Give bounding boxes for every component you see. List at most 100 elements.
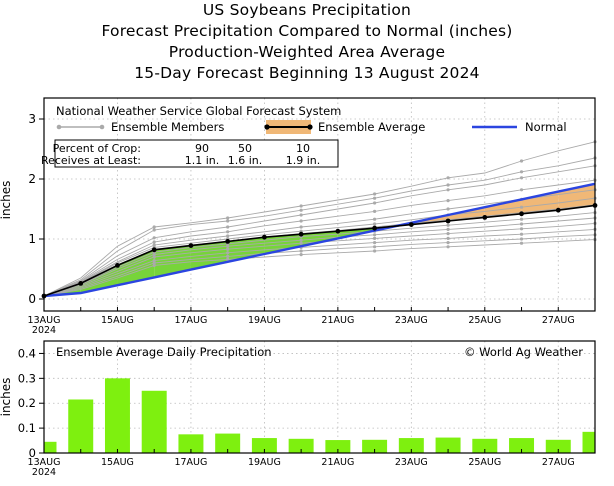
- ensemble-member-point: [226, 219, 230, 223]
- chart-title: US Soybeans Precipitation: [202, 1, 412, 19]
- crop-percentile-table: Percent of Crop: 90 50 10 Receives at Le…: [41, 139, 339, 168]
- crop-table-row2-value: 1.9 in.: [286, 154, 321, 167]
- difference-fill-segment: [521, 191, 559, 214]
- ensemble-member-point: [446, 232, 450, 236]
- ensemble-member-point: [152, 261, 156, 265]
- ensemble-member-point: [299, 249, 303, 253]
- crop-table-row1-value: 10: [296, 142, 310, 155]
- lower-y-tick-label: 0.1: [18, 421, 36, 435]
- lower-axes: 0 0.1 0.2 0.3 0.4 13AUG 15AUG 17AUG 19AUG 21AUG 23…: [18, 346, 596, 478]
- ensemble-average-point: [78, 281, 84, 286]
- ensemble-member-point: [446, 183, 450, 187]
- daily-precip-bar: [325, 440, 351, 453]
- lower-y-tick-label: 0.3: [18, 371, 36, 385]
- lower-x-tick-label: 23AUG: [395, 457, 428, 468]
- lower-x-year-label: 2024: [32, 467, 56, 478]
- ensemble-average-point: [298, 231, 304, 237]
- legend-members-marker: [56, 124, 62, 130]
- ensemble-member-line: [43, 189, 596, 297]
- daily-precip-bar: [141, 390, 167, 453]
- upper-y-tick-label: 3: [28, 112, 36, 126]
- daily-precip-bar: [509, 438, 535, 453]
- ensemble-member-line: [43, 228, 596, 297]
- ensemble-member-line: [43, 197, 596, 297]
- ensemble-member-point: [226, 244, 230, 248]
- ensemble-average-point: [188, 243, 194, 249]
- ensemble-member-line: [43, 217, 596, 297]
- lower-plot-frame: [43, 340, 596, 454]
- crop-table-row2-value: 1.1 in.: [185, 154, 220, 167]
- ensemble-member-point: [299, 208, 303, 212]
- ensemble-member-point: [152, 255, 156, 259]
- ensemble-member-point: [226, 216, 230, 220]
- lower-y-tick-label: 0.4: [18, 346, 36, 360]
- ensemble-member-point: [373, 196, 377, 200]
- daily-precip-bar: [398, 438, 424, 453]
- upper-x-tick-label: 19AUG: [248, 315, 281, 326]
- daily-precip-panel: 0 0.1 0.2 0.3 0.4 13AUG 15AUG 17AUG 19AUG 21AUG 23…: [0, 340, 596, 478]
- ensemble-member-point: [299, 241, 303, 245]
- daily-precip-bar: [251, 438, 277, 453]
- lower-x-tick-label: 25AUG: [468, 457, 501, 468]
- ensemble-member-point: [373, 249, 377, 253]
- ensemble-member-point: [299, 219, 303, 223]
- ensemble-member-point: [519, 227, 524, 231]
- crop-table-row2-label: Receives at Least:: [41, 154, 141, 167]
- ensemble-member-point: [226, 254, 230, 258]
- upper-y-tick-label: 2: [28, 172, 36, 186]
- crop-table-row1-value: 50: [238, 142, 252, 155]
- ensemble-average-point: [262, 234, 267, 240]
- ensemble-member-line: [43, 157, 596, 297]
- ensemble-member-point: [519, 170, 524, 174]
- ensemble-member-point: [226, 230, 230, 234]
- normal-line-group: [43, 182, 596, 298]
- ensemble-member-point: [226, 247, 230, 251]
- upper-x-tick-label: 27AUG: [542, 315, 575, 326]
- chart-subtitle-period: 15-Day Forecast Beginning 13 August 2024: [134, 64, 480, 82]
- chart-subtitle: Forecast Precipitation Compared to Norma…: [101, 22, 513, 40]
- daily-precip-bar: [582, 431, 595, 453]
- ensemble-member-point: [373, 222, 377, 226]
- ensemble-member-point: [373, 245, 377, 249]
- ensemble-member-point: [519, 205, 524, 209]
- upper-x-tick-label: 21AUG: [321, 315, 354, 326]
- ensemble-member-point: [446, 223, 450, 227]
- legend-normal-label: Normal: [525, 120, 567, 134]
- upper-y-tick-label: 1: [28, 232, 36, 246]
- ensemble-member-line: [43, 179, 596, 297]
- ensemble-member-point: [152, 225, 156, 229]
- ensemble-member-point: [446, 245, 450, 249]
- ensemble-member-point: [299, 253, 303, 257]
- ensemble-average-point: [519, 211, 524, 217]
- ensemble-member-point: [226, 251, 230, 255]
- ensemble-member-point: [446, 199, 450, 203]
- ensemble-average-point: [555, 207, 561, 213]
- ensemble-member-point: [519, 232, 524, 236]
- ensemble-average-point: [445, 218, 451, 224]
- legend: Ensemble Members Ensemble Average Normal: [56, 120, 567, 134]
- upper-x-tick-label: 25AUG: [468, 315, 501, 326]
- crop-table-box: [54, 139, 339, 168]
- chart-subtitle-area: Production-Weighted Area Average: [168, 43, 446, 61]
- ensemble-member-point: [373, 201, 377, 205]
- ensemble-member-point: [519, 217, 524, 221]
- daily-bars: [44, 378, 595, 453]
- daily-precip-bar: [68, 399, 94, 453]
- ensemble-member-point: [152, 236, 156, 240]
- ensemble-member-point: [373, 241, 377, 245]
- legend-average-label: Ensemble Average: [318, 120, 425, 134]
- lower-x-tick-label: 17AUG: [174, 457, 207, 468]
- lower-x-tick-label: 21AUG: [321, 457, 354, 468]
- ensemble-member-point: [446, 176, 450, 180]
- ensemble-member-point: [373, 192, 377, 196]
- ensemble-member-point: [519, 237, 524, 241]
- ensemble-member-point: [226, 234, 230, 238]
- ensemble-member-point: [226, 257, 230, 261]
- lower-y-tick-label: 0.2: [18, 396, 36, 410]
- daily-precip-bar: [178, 434, 204, 453]
- upper-x-year-label: 2024: [32, 325, 56, 336]
- ensemble-average-point: [115, 263, 120, 268]
- lower-x-tick-label: 19AUG: [248, 457, 281, 468]
- ensemble-member-point: [373, 236, 377, 240]
- daily-precip-bar: [362, 439, 388, 453]
